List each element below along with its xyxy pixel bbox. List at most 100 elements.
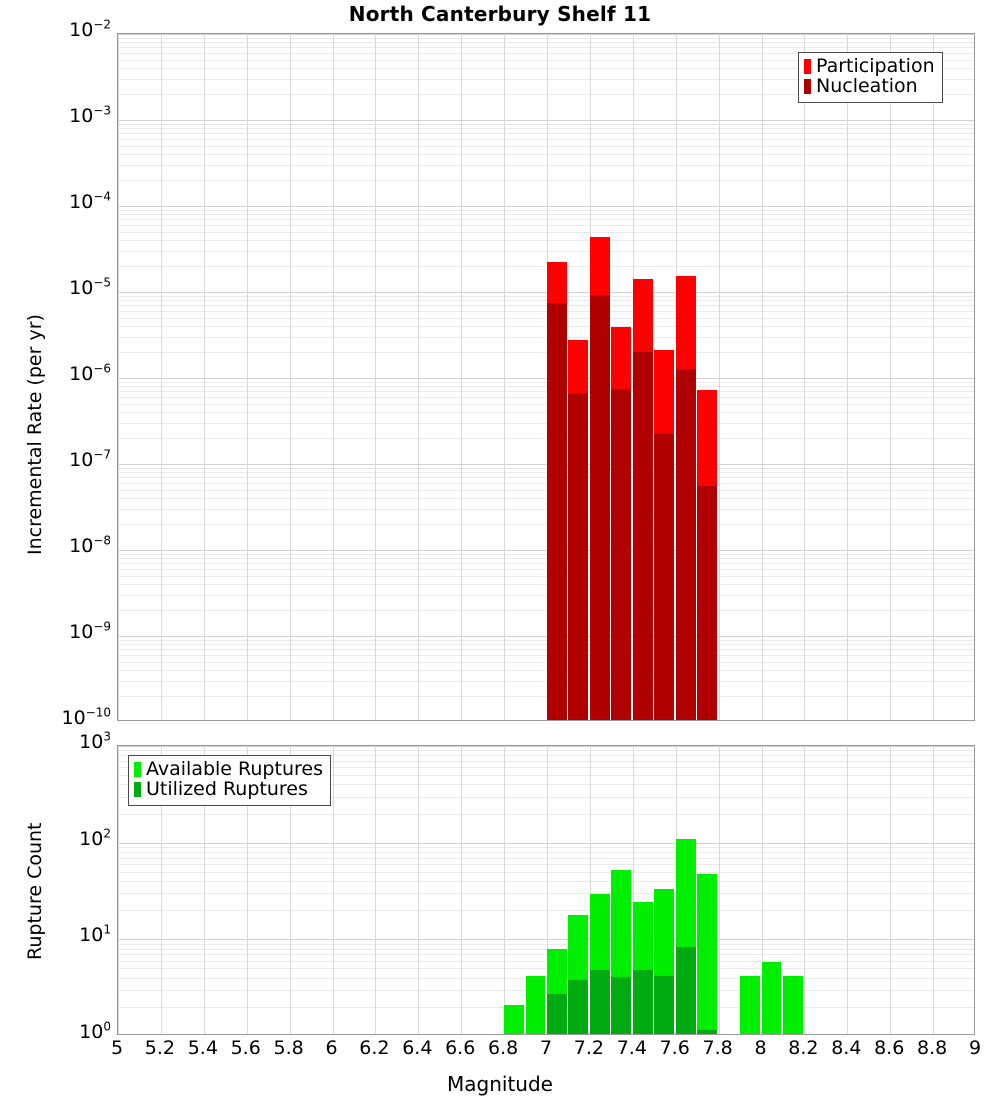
x-tick-label: 5.2 <box>144 1037 175 1059</box>
bar-group <box>568 34 589 720</box>
y-tick-label: 101 <box>79 923 111 947</box>
legend-swatch-icon <box>804 79 811 95</box>
x-tick-label: 6.8 <box>487 1037 519 1059</box>
bar-group <box>782 746 803 1034</box>
bar-segment-utilized-ruptures <box>589 969 610 1034</box>
bar-group <box>611 34 632 720</box>
legend-swatch-icon <box>134 782 141 798</box>
x-tick-label: 5 <box>110 1037 124 1059</box>
x-tick-label: 8.4 <box>831 1037 862 1059</box>
bar-group <box>654 34 675 720</box>
x-tick-label: 8.8 <box>916 1037 948 1059</box>
bar-group <box>589 34 610 720</box>
y-tick-label: 10−10 <box>61 705 111 729</box>
bar-segment-nucleation <box>632 352 653 720</box>
bar-segment-utilized-ruptures <box>611 976 632 1034</box>
bar-group <box>697 746 718 1034</box>
bars-rupture-count <box>118 746 974 1034</box>
legend-item[interactable]: Participation <box>804 55 935 77</box>
x-tick-label: 6.4 <box>402 1037 433 1059</box>
x-tick-label: 7.8 <box>702 1037 733 1059</box>
y-tick-label: 102 <box>79 826 111 850</box>
bar-segment-available-ruptures <box>782 975 803 1034</box>
bar-group <box>697 34 718 720</box>
y-axis-title-bottom: Rupture Count <box>24 822 46 961</box>
legend-swatch-icon <box>134 762 141 778</box>
y-tick-label: 10−3 <box>69 103 111 127</box>
bar-segment-nucleation <box>589 294 610 720</box>
y-tick-label: 10−4 <box>69 189 111 213</box>
y-tick-label: 10−7 <box>69 447 111 471</box>
x-axis-title: Magnitude <box>447 1072 553 1096</box>
x-tick-label: 9 <box>968 1037 982 1059</box>
bar-group <box>611 746 632 1034</box>
bar-segment-nucleation <box>675 369 696 720</box>
bar-group <box>654 746 675 1034</box>
x-tick-label: 5.8 <box>273 1037 304 1059</box>
incremental-rate-plot <box>117 33 975 721</box>
bar-segment-available-ruptures <box>504 1004 525 1034</box>
legend-label: Participation <box>816 55 935 77</box>
y-tick-label: 100 <box>79 1019 111 1043</box>
legend-item[interactable]: Utilized Ruptures <box>134 777 323 800</box>
bar-segment-available-ruptures <box>697 874 718 1034</box>
bar-group <box>632 34 653 720</box>
bar-group <box>504 746 525 1034</box>
y-tick-label: 103 <box>79 729 111 753</box>
bar-group <box>525 746 546 1034</box>
bar-group <box>632 746 653 1034</box>
bar-group <box>740 746 760 1034</box>
y-tick-label: 10−8 <box>69 533 111 557</box>
x-tick-label: 8.2 <box>788 1037 819 1059</box>
bar-segment-nucleation <box>568 392 589 720</box>
bar-segment-utilized-ruptures <box>547 993 567 1034</box>
y-tick-label: 10−6 <box>69 361 111 385</box>
bar-segment-utilized-ruptures <box>675 946 696 1034</box>
x-tick-label: 5.6 <box>230 1037 261 1059</box>
legend-label: Available Ruptures <box>146 758 323 780</box>
x-tick-label: 7.6 <box>659 1037 690 1059</box>
bars-incremental-rate <box>118 34 974 720</box>
bar-group <box>547 746 567 1034</box>
legend-incremental-rate: Participation Nucleation <box>798 52 943 103</box>
y-tick-label: 10−2 <box>69 17 111 41</box>
bar-segment-utilized-ruptures <box>654 975 675 1034</box>
x-tick-label: 8 <box>754 1037 767 1059</box>
bar-group <box>568 746 589 1034</box>
bar-segment-nucleation <box>611 389 632 720</box>
bar-segment-available-ruptures <box>525 975 546 1034</box>
bar-segment-utilized-ruptures <box>632 969 653 1034</box>
x-tick-label: 7.4 <box>616 1037 647 1059</box>
x-tick-label: 5.4 <box>187 1037 218 1059</box>
y-tick-label: 10−9 <box>69 619 111 643</box>
x-tick-label: 6.6 <box>445 1037 476 1059</box>
x-tick-label: 6 <box>325 1037 338 1059</box>
bar-segment-nucleation <box>697 486 718 720</box>
bar-segment-utilized-ruptures <box>568 980 589 1034</box>
bar-segment-available-ruptures <box>761 962 782 1034</box>
legend-label: Utilized Ruptures <box>146 777 308 800</box>
x-tick-label: 7 <box>539 1037 553 1059</box>
bar-segment-available-ruptures <box>740 975 760 1034</box>
legend-rupture-count: Available Ruptures Utilized Ruptures <box>128 755 331 806</box>
y-axis-title-top: Incremental Rate (per yr) <box>24 314 46 555</box>
bar-segment-nucleation <box>654 434 675 720</box>
page-title: North Canterbury Shelf 11 <box>348 2 652 26</box>
bar-group <box>675 746 696 1034</box>
bar-group <box>440 746 460 1034</box>
legend-swatch-icon <box>804 59 811 75</box>
x-tick-label: 6.2 <box>359 1037 390 1059</box>
bar-group <box>547 34 567 720</box>
x-tick-label: 8.6 <box>874 1037 905 1059</box>
legend-label: Nucleation <box>816 74 918 97</box>
bar-group <box>589 746 610 1034</box>
x-tick-label: 7.2 <box>573 1037 604 1059</box>
legend-item[interactable]: Available Ruptures <box>134 758 323 780</box>
bar-group <box>675 34 696 720</box>
bar-group <box>761 746 782 1034</box>
bar-segment-nucleation <box>547 303 567 720</box>
bar-segment-utilized-ruptures <box>697 1030 718 1034</box>
legend-item[interactable]: Nucleation <box>804 74 935 97</box>
y-tick-label: 10−5 <box>69 275 111 299</box>
